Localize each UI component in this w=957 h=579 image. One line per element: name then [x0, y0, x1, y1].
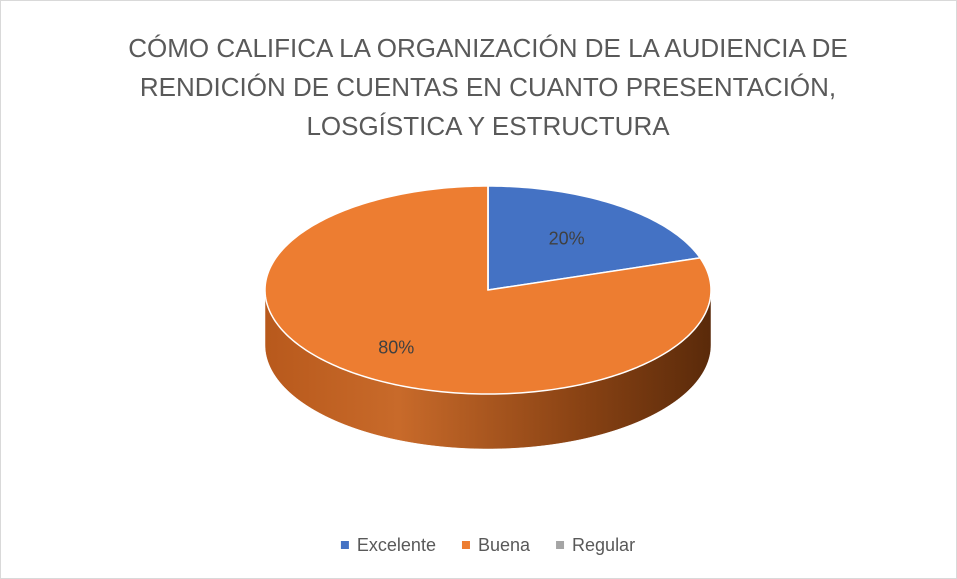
chart-title: CÓMO CALIFICA LA ORGANIZACIÓN DE LA AUDI… [128, 33, 848, 63]
legend-swatch [340, 541, 349, 549]
pie-slice [487, 185, 702, 291]
legend-label: Regular [572, 535, 635, 555]
chart-title: RENDICIÓN DE CUENTAS EN CUANTO PRESENTAC… [140, 72, 836, 102]
legend-swatch [461, 541, 470, 549]
chart-title: LOSGÍSTICA Y ESTRUCTURA [306, 111, 670, 141]
legend-swatch [556, 541, 565, 549]
legend-label: Buena [478, 535, 531, 555]
data-label: 20% [549, 228, 585, 248]
legend-label: Excelente [357, 535, 436, 555]
data-label: 80% [378, 338, 414, 358]
